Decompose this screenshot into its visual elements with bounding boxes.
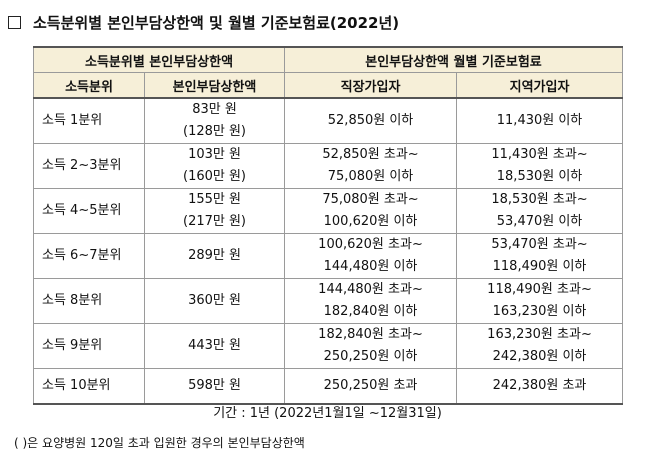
cell-line: 163,230원 초과~: [487, 327, 592, 342]
cell-line: 75,080원 초과~: [322, 192, 419, 207]
header-row-columns: 소득분위 본인부담상한액 직장가입자 지역가입자: [33, 72, 624, 99]
cell-line: 18,530원 초과~: [491, 192, 588, 207]
cell-line: 118,490원 이하: [492, 259, 587, 274]
cell-cap: 443만 원: [143, 323, 286, 369]
cell-income: 소득 4~5분위: [33, 188, 145, 234]
cell-employee: 144,480원 초과~ 182,840원 이하: [284, 278, 458, 324]
copay-cap-table: 소득분위별 본인부담상한액 본인부담상한액 월별 기준보험료 소득분위 본인부담…: [32, 46, 624, 405]
title-text: 소득분위별 본인부담상한액 및 월별 기준보험료(2022년): [33, 13, 400, 32]
cell-income: 소득 8분위: [33, 278, 145, 324]
period-text: 기간 : 1년 (2022년1월1일 ~12월31일): [213, 406, 442, 421]
table-row: 소득 2~3분위 103만 원 (160만 원) 52,850원 초과~ 75,080원…: [33, 143, 624, 189]
cell-line: 289만 원: [188, 248, 241, 263]
cell-line: 250,250원 초과: [323, 378, 418, 393]
cell-line: 118,490원 초과~: [487, 282, 592, 297]
header-group-right: 본인부담상한액 월별 기준보험료: [284, 46, 624, 73]
cell-line: 52,850원 초과~: [322, 147, 419, 162]
cell-line: 182,840원 이하: [323, 304, 418, 319]
header-cap: 본인부담상한액: [143, 72, 286, 99]
cell-line: 52,850원 이하: [327, 113, 414, 128]
cell-regional: 53,470원 초과~ 118,490원 이하: [456, 233, 624, 279]
table-body: 소득 1분위 83만 원 (128만 원) 52,850원 이하 11,430원 이하 소…: [33, 97, 624, 405]
header-employee: 직장가입자: [284, 72, 458, 99]
header-row-group: 소득분위별 본인부담상한액 본인부담상한액 월별 기준보험료: [32, 46, 624, 73]
cell-employee: 52,850원 이하: [284, 97, 458, 144]
cell-line: 163,230원 이하: [492, 304, 587, 319]
checkbox-square-icon: [8, 15, 21, 29]
cell-cap: 103만 원 (160만 원): [143, 143, 286, 189]
cell-line: 242,380원 초과: [492, 378, 587, 393]
cell-line: 250,250원 이하: [323, 349, 418, 364]
cell-line: 242,380원 이하: [492, 349, 587, 364]
cell-cap: 289만 원: [143, 233, 286, 279]
cell-income: 소득 6~7분위: [33, 233, 145, 279]
cell-line: 53,470원 이하: [496, 214, 583, 229]
cell-cap: 155만 원 (217만 원): [143, 188, 286, 234]
cell-regional: 163,230원 초과~ 242,380원 이하: [456, 323, 624, 369]
document-title: 소득분위별 본인부담상한액 및 월별 기준보험료(2022년): [8, 6, 399, 38]
cell-line: 155만 원: [188, 192, 241, 207]
cell-regional: 11,430원 이하: [456, 97, 624, 144]
cell-line: 182,840원 초과~: [318, 327, 423, 342]
cell-income: 소득 1분위: [33, 97, 145, 144]
cell-cap: 360만 원: [143, 278, 286, 324]
cell-line: (128만 원): [183, 124, 247, 139]
cell-line: (160만 원): [183, 169, 247, 184]
cell-line: 360만 원: [188, 293, 241, 308]
cell-income: 소득 9분위: [33, 323, 145, 369]
cell-income: 소득 10분위: [33, 368, 145, 405]
cell-cap: 598만 원: [143, 368, 286, 405]
cell-regional: 18,530원 초과~ 53,470원 이하: [456, 188, 624, 234]
cell-line: 144,480원 이하: [323, 259, 418, 274]
cell-employee: 250,250원 초과: [284, 368, 458, 405]
table-row: 소득 6~7분위 289만 원 100,620원 초과~ 144,480원 이하 53,…: [33, 233, 624, 279]
cell-employee: 100,620원 초과~ 144,480원 이하: [284, 233, 458, 279]
cell-employee: 52,850원 초과~ 75,080원 이하: [284, 143, 458, 189]
cell-line: 75,080원 이하: [327, 169, 414, 184]
header-income: 소득분위: [33, 72, 145, 99]
cell-line: 100,620원 이하: [323, 214, 418, 229]
cell-regional: 118,490원 초과~ 163,230원 이하: [456, 278, 624, 324]
cell-line: 100,620원 초과~: [318, 237, 423, 252]
cell-line: (217만 원): [183, 214, 247, 229]
table-row: 소득 10분위 598만 원 250,250원 초과 242,380원 초과: [33, 368, 624, 405]
cell-employee: 182,840원 초과~ 250,250원 이하: [284, 323, 458, 369]
cell-regional: 242,380원 초과: [456, 368, 624, 405]
footnote-text: ( )은 요양병원 120일 초과 입원한 경우의 본인부담상한액: [14, 436, 305, 450]
header-group-left: 소득분위별 본인부담상한액: [32, 46, 286, 73]
cell-employee: 75,080원 초과~ 100,620원 이하: [284, 188, 458, 234]
cell-line: 443만 원: [188, 338, 241, 353]
cell-line: 103만 원: [188, 147, 241, 162]
cell-line: 53,470원 초과~: [491, 237, 588, 252]
cell-line: 83만 원: [192, 102, 237, 117]
cell-line: 18,530원 이하: [496, 169, 583, 184]
header-regional: 지역가입자: [456, 72, 624, 99]
table-row: 소득 9분위 443만 원 182,840원 초과~ 250,250원 이하 163,2…: [33, 323, 624, 369]
table-row: 소득 1분위 83만 원 (128만 원) 52,850원 이하 11,430원 이하: [33, 97, 624, 144]
cell-line: 11,430원 이하: [496, 113, 583, 128]
cell-line: 598만 원: [188, 378, 241, 393]
table-row: 소득 8분위 360만 원 144,480원 초과~ 182,840원 이하 118,4…: [33, 278, 624, 324]
cell-regional: 11,430원 초과~ 18,530원 이하: [456, 143, 624, 189]
cell-line: 11,430원 초과~: [491, 147, 588, 162]
cell-cap: 83만 원 (128만 원): [143, 97, 286, 144]
table-row: 소득 4~5분위 155만 원 (217만 원) 75,080원 초과~ 100,620…: [33, 188, 624, 234]
cell-line: 144,480원 초과~: [318, 282, 423, 297]
cell-income: 소득 2~3분위: [33, 143, 145, 189]
